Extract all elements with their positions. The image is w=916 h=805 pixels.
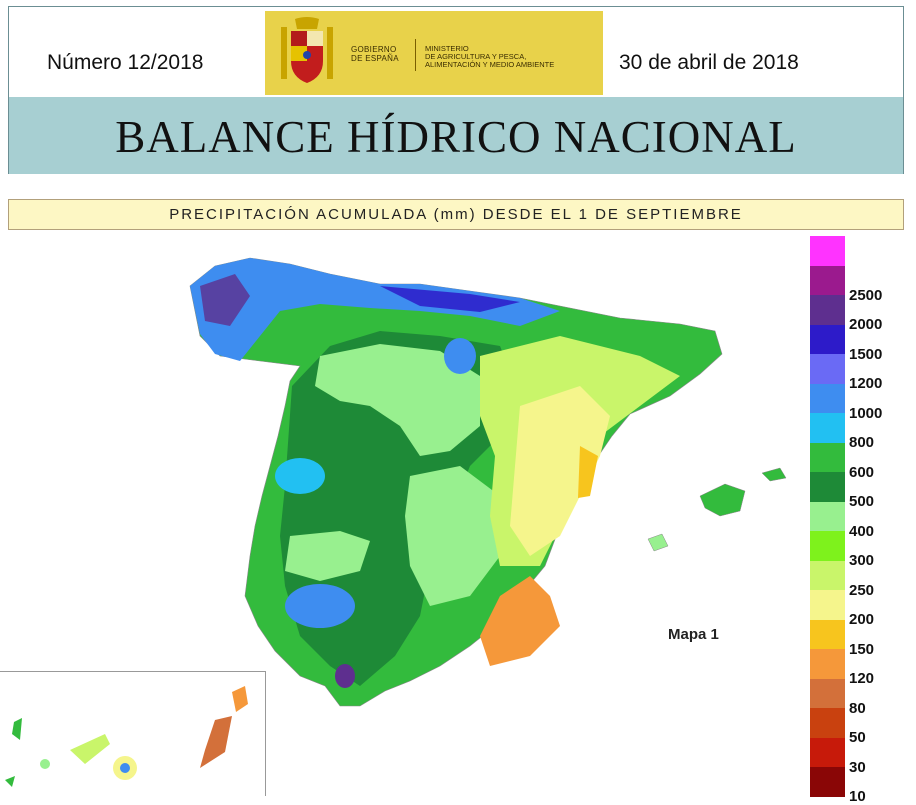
zone-north-coast [190,258,560,361]
legend-swatch [810,708,845,738]
legend-swatch [810,324,845,355]
coat-of-arms-icon [281,17,333,83]
color-legend: 2500 2000 1500 1200 1000 800 600 500 400 300 250 20… [810,236,910,805]
legend-swatch [810,413,845,443]
canary-islands-map [5,686,248,787]
legend-label: 500 [849,493,875,510]
zone-300-south [405,466,500,606]
legend-label: 50 [849,729,866,746]
precipitation-map [189,257,787,707]
legend-label: 1500 [849,345,883,363]
island-menorca [761,467,787,482]
zone-1200 [380,286,520,312]
legend-swatch [810,619,845,650]
zone-120 [480,576,560,666]
zone-150 [578,446,598,498]
legend-label: 600 [849,463,875,481]
legend-swatch [810,236,845,266]
zone-1500 [200,274,250,326]
island-fuerteventura [200,716,232,768]
legend-label: 120 [849,670,875,687]
legend-swatch [810,649,845,679]
legend-label: 1000 [849,404,883,422]
legend-label: 300 [849,552,875,569]
page-title: BALANCE HÍDRICO NACIONAL [115,112,797,162]
island-lanzarote [232,686,248,712]
legend-label: 150 [849,640,875,658]
legend-label: 30 [849,758,866,776]
zone-800-south [285,584,355,628]
canary-islands-inset [0,671,266,796]
legend-label: 250 [849,581,875,599]
legend-label: 10 [849,788,866,805]
legend-swatch [810,265,845,296]
bulletin-header: Número 12/2018 GOBIERNO DE ESPAÑA MINIST… [8,6,904,174]
bulletin-number: Número 12/2018 [47,51,204,74]
logo-ministerio-text: MINISTERIO DE AGRICULTURA Y PESCA, ALIME… [425,44,555,69]
zone-800-west [275,458,325,494]
island-la-gomera [40,759,50,769]
bulletin-date: 30 de abril de 2018 [619,51,799,74]
island-ibiza [647,533,669,552]
legend-swatch [810,295,845,325]
legend-label: 200 [849,611,875,628]
legend-swatch [810,501,845,532]
legend-swatch [810,442,845,473]
legend-label: 800 [849,434,875,451]
zone-300-west [285,531,370,581]
logo-divider [415,39,416,71]
legend-swatch [810,590,845,620]
legend-label: 400 [849,522,875,540]
island-mallorca [699,483,746,517]
map-label: Mapa 1 [668,626,719,643]
legend-swatch [810,531,845,561]
legend-label: 2000 [849,316,883,333]
island-el-hierro [5,776,15,787]
zone-300 [315,344,480,456]
island-la-palma [12,718,22,740]
zone-200 [510,386,610,556]
island-tenerife [70,734,110,764]
legend-swatch [810,383,845,414]
map-title: PRECIPITACIÓN ACUMULADA (mm) DESDE EL 1 … [8,199,904,230]
legend-swatch [810,560,845,591]
legend-swatch [810,767,845,797]
title-banner: BALANCE HÍDRICO NACIONAL [9,97,903,174]
legend-swatch [810,737,845,768]
island-gran-canaria-center [120,763,130,773]
zone-800-north [444,338,476,374]
legend-label: 2500 [849,286,883,304]
government-logo: GOBIERNO DE ESPAÑA MINISTERIO DE AGRICUL… [265,11,603,95]
legend-swatch [810,472,845,502]
legend-swatch [810,354,845,384]
header-info-row: Número 12/2018 GOBIERNO DE ESPAÑA MINIST… [9,7,903,98]
legend-label: 1200 [849,375,883,392]
legend-swatch [810,678,845,709]
zone-peak-grazalema [335,664,355,688]
logo-gobierno-text: GOBIERNO DE ESPAÑA [351,45,399,63]
legend-label: 80 [849,699,866,717]
